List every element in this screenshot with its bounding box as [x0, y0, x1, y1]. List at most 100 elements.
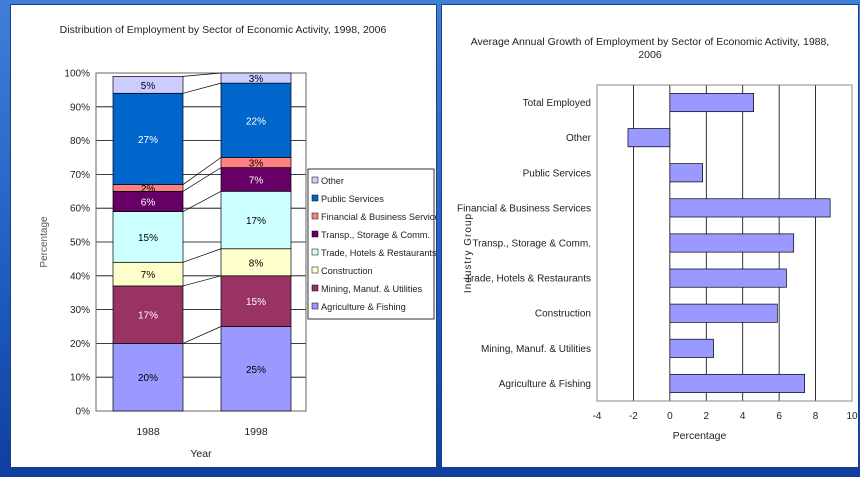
category-label: Financial & Business Services — [457, 203, 591, 214]
category-label: Transp., Storage & Comm. — [472, 239, 591, 250]
series-line — [182, 82, 222, 94]
legend-entry: Other — [321, 176, 344, 186]
series-line — [182, 167, 222, 192]
bar — [669, 198, 831, 218]
x-tick-label: 4 — [740, 411, 746, 422]
y-tick-label: 10% — [70, 373, 90, 384]
data-label: 7% — [141, 270, 156, 281]
series-line — [182, 190, 222, 212]
bar — [669, 373, 805, 393]
x-tick-label: 6 — [776, 411, 782, 422]
bar-segment — [112, 76, 184, 94]
data-label: 20% — [138, 373, 158, 384]
category-label: Agriculture & Fishing — [499, 379, 591, 390]
legend-entry: Transp., Storage & Comm. — [321, 230, 430, 240]
chart-title: Distribution of Employment by Sector of … — [60, 24, 387, 36]
x-tick-label: 2 — [704, 411, 710, 422]
legend-swatch — [311, 266, 319, 274]
category-label: Trade, Hotels & Restaurants — [465, 274, 591, 285]
x-tick-label: -4 — [593, 411, 602, 422]
right-chart-panel: Average Annual Growth of Employment by S… — [441, 4, 859, 468]
y-tick-label: 30% — [70, 305, 90, 316]
data-label: 5% — [141, 81, 156, 92]
series-line — [182, 248, 222, 263]
chart-title: Average Annual Growth of Employment by S… — [471, 36, 830, 48]
bar — [627, 128, 671, 148]
legend-entry: Mining, Manuf. & Utilities — [321, 284, 423, 294]
x-tick-label: 10 — [846, 411, 858, 422]
legend-entry: Trade, Hotels & Restaurants — [321, 248, 436, 258]
data-label: 17% — [138, 311, 158, 322]
data-label: 3% — [249, 159, 264, 170]
x-tick-label: 8 — [813, 411, 819, 422]
chart-title: 2006 — [638, 49, 662, 61]
x-axis-title: Year — [190, 448, 212, 460]
bar — [669, 233, 795, 253]
growth-bar-chart: Average Annual Growth of Employment by S… — [457, 36, 858, 442]
legend-swatch — [311, 212, 319, 220]
y-tick-label: 40% — [70, 271, 90, 282]
x-tick-label: 0 — [667, 411, 673, 422]
series-line — [182, 326, 222, 344]
plot-area — [596, 84, 853, 402]
plot-area — [95, 72, 307, 412]
data-label: 27% — [138, 135, 158, 146]
y-tick-label: 60% — [70, 204, 90, 215]
bar-segment — [220, 72, 292, 84]
legend-swatch — [311, 248, 319, 256]
left-chart-panel: Distribution of Employment by Sector of … — [10, 4, 437, 468]
legend-swatch — [311, 230, 319, 238]
y-tick-label: 20% — [70, 339, 90, 350]
category-label: Mining, Manuf. & Utilities — [481, 344, 591, 355]
bar-segment — [112, 343, 184, 412]
data-label: 17% — [246, 216, 266, 227]
bar — [669, 338, 714, 358]
legend-entry: Financial & Business Services — [321, 212, 436, 222]
y-tick-label: 50% — [70, 238, 90, 249]
data-label: 8% — [249, 258, 264, 269]
category-label: Total Employed — [523, 98, 591, 109]
stacked-employment-chart: Distribution of Employment by Sector of … — [39, 24, 436, 460]
category-label: Other — [566, 133, 592, 144]
data-label: 15% — [246, 297, 266, 308]
bar-segment — [220, 326, 292, 412]
bar — [669, 93, 754, 113]
y-tick-label: 0% — [76, 407, 91, 418]
x-tick-label: 1998 — [244, 426, 268, 438]
y-tick-label: 70% — [70, 170, 90, 181]
data-label: 22% — [246, 116, 266, 127]
bar-segment — [220, 190, 292, 250]
data-label: 7% — [249, 175, 264, 186]
bar — [669, 303, 778, 323]
y-tick-label: 100% — [64, 69, 90, 80]
data-label: 25% — [246, 365, 266, 376]
x-tick-label: 1988 — [136, 426, 160, 438]
legend-swatch — [311, 284, 319, 292]
bar-segment — [220, 275, 292, 327]
series-line — [182, 157, 222, 185]
legend-entry: Agriculture & Fishing — [321, 302, 406, 312]
data-label: 2% — [141, 184, 156, 195]
data-label: 3% — [249, 74, 264, 85]
legend-entry: Construction — [321, 266, 373, 276]
y-tick-label: 90% — [70, 102, 90, 113]
legend-swatch — [311, 194, 319, 202]
y-axis-title: Percentage — [39, 216, 50, 268]
data-label: 6% — [141, 197, 156, 208]
legend-swatch — [311, 302, 319, 310]
bar-segment — [112, 92, 184, 185]
y-tick-label: 80% — [70, 136, 90, 147]
bar — [669, 163, 703, 183]
bar-segment — [112, 285, 184, 344]
x-axis-title: Percentage — [673, 430, 727, 442]
bar-segment — [220, 82, 292, 158]
series-line — [182, 275, 222, 287]
category-label: Public Services — [523, 168, 591, 179]
data-label: 15% — [138, 233, 158, 244]
legend-swatch — [311, 176, 319, 184]
y-axis-title: Industry Group — [463, 213, 474, 293]
legend — [307, 168, 435, 320]
series-line — [182, 72, 222, 77]
bar — [669, 268, 787, 288]
legend-entry: Public Services — [321, 194, 384, 204]
